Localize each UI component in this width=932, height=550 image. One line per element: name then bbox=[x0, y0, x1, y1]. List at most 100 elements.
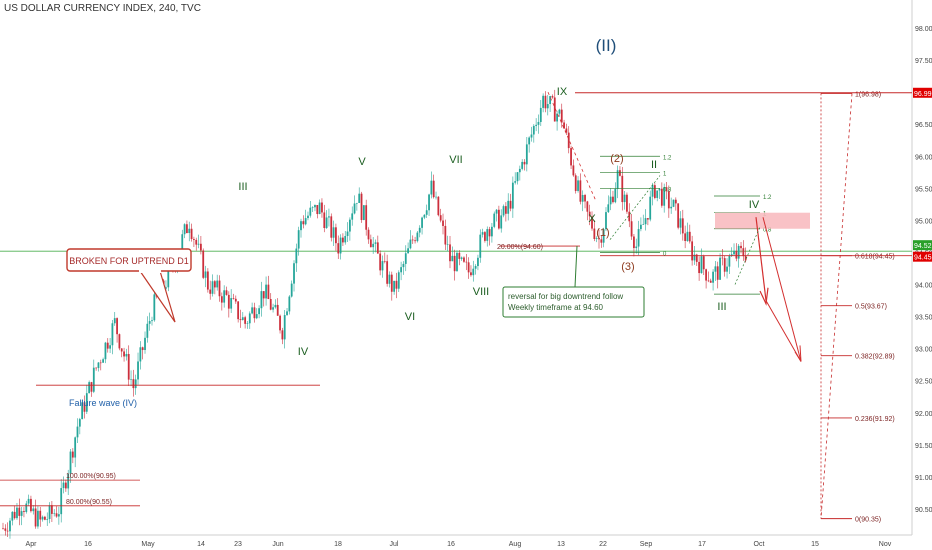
candle-body bbox=[139, 347, 142, 362]
candle-body bbox=[635, 246, 638, 249]
small-fib-label: 1.2 bbox=[663, 155, 672, 161]
candle-body bbox=[707, 280, 710, 282]
candle-body bbox=[623, 194, 626, 203]
wave-label: VI bbox=[405, 311, 415, 323]
candle-body bbox=[123, 351, 125, 357]
price-tag bbox=[913, 251, 932, 262]
candle-body bbox=[237, 301, 240, 320]
candle-body bbox=[532, 125, 535, 135]
candle-body bbox=[588, 211, 591, 217]
price-tag-label: 94.52 bbox=[914, 243, 932, 250]
x-tick-label: 16 bbox=[447, 541, 455, 548]
candle-body bbox=[467, 262, 470, 273]
price-tag-label: 96.99 bbox=[914, 91, 932, 98]
candle-body bbox=[153, 294, 156, 321]
wave-label: IX bbox=[557, 86, 568, 98]
candle-body bbox=[507, 200, 510, 214]
candle-body bbox=[570, 148, 572, 166]
candle-body bbox=[409, 239, 412, 249]
candle-body bbox=[435, 196, 437, 198]
candle-body bbox=[679, 218, 682, 228]
candle-body bbox=[651, 185, 654, 197]
candle-body bbox=[111, 323, 114, 346]
candle-body bbox=[190, 228, 193, 239]
candle-body bbox=[700, 256, 703, 274]
candle-body bbox=[430, 180, 433, 195]
candle-body bbox=[134, 379, 137, 389]
candle-body bbox=[81, 402, 84, 420]
candle-body bbox=[104, 342, 107, 360]
candle-body bbox=[484, 232, 486, 241]
x-tick-label: 22 bbox=[599, 541, 607, 548]
candle-body bbox=[418, 227, 421, 233]
candle-body bbox=[39, 510, 42, 520]
candle-body bbox=[227, 294, 230, 309]
candle-body bbox=[705, 269, 707, 281]
candle-body bbox=[681, 218, 684, 234]
candle-body bbox=[523, 161, 526, 165]
candle-body bbox=[691, 241, 694, 261]
y-tick-label: 92.00 bbox=[915, 411, 932, 418]
wave-label: VII bbox=[449, 154, 462, 166]
x-tick-label: Aug bbox=[509, 541, 522, 548]
candle-body bbox=[48, 505, 51, 519]
y-tick-label: 90.50 bbox=[915, 507, 932, 514]
candle-body bbox=[730, 254, 733, 256]
candle-body bbox=[223, 290, 226, 303]
projection-arrow-3 bbox=[762, 217, 802, 362]
candle-body bbox=[76, 426, 79, 438]
target-zone bbox=[715, 212, 810, 229]
candle-body bbox=[67, 473, 70, 489]
candle-body bbox=[530, 134, 533, 138]
failure-wave-label: Fallure wave (IV) bbox=[69, 398, 137, 408]
candle-body bbox=[16, 507, 18, 519]
candle-body bbox=[504, 206, 507, 214]
candle-body bbox=[286, 311, 288, 316]
candle-body bbox=[516, 172, 519, 182]
candle-body bbox=[686, 231, 689, 241]
candle-body bbox=[118, 334, 121, 349]
wave-label: (3) bbox=[621, 261, 634, 273]
candle-body bbox=[165, 287, 167, 289]
candle-body bbox=[316, 205, 319, 215]
candle-body bbox=[348, 219, 351, 232]
candle-body bbox=[463, 257, 465, 262]
y-tick-label: 95.50 bbox=[915, 186, 932, 193]
candle-body bbox=[646, 218, 649, 220]
fib-level-label: 1(96.98) bbox=[855, 91, 881, 98]
candle-body bbox=[397, 272, 400, 289]
x-tick-label: Sep bbox=[640, 541, 653, 548]
candle-body bbox=[241, 317, 244, 321]
candle-body bbox=[193, 238, 195, 240]
candle-body bbox=[113, 318, 116, 324]
x-tick-label: Jun bbox=[272, 541, 283, 548]
candle-body bbox=[388, 274, 391, 284]
candle-body bbox=[493, 213, 496, 227]
candle-body bbox=[407, 248, 409, 254]
candle-body bbox=[702, 256, 705, 270]
candle-body bbox=[591, 216, 593, 229]
candle-body bbox=[584, 195, 586, 202]
candle-body bbox=[262, 291, 265, 299]
candle-body bbox=[665, 187, 668, 192]
candle-body bbox=[202, 250, 205, 278]
candle-body bbox=[558, 109, 561, 114]
candle-body bbox=[549, 96, 552, 105]
callout-text: BROKEN FOR UPTREND D1 bbox=[69, 256, 189, 266]
candle-body bbox=[167, 267, 170, 288]
candle-body bbox=[69, 451, 72, 474]
candle-body bbox=[309, 207, 312, 216]
x-tick-label: 16 bbox=[84, 541, 92, 548]
wave-label: II bbox=[651, 159, 657, 171]
candle-body bbox=[574, 175, 577, 191]
candle-body bbox=[251, 307, 254, 314]
candle-body bbox=[432, 180, 435, 198]
candle-body bbox=[148, 321, 151, 324]
candle-body bbox=[458, 252, 461, 259]
candle-body bbox=[376, 242, 379, 254]
candle-body bbox=[34, 508, 37, 527]
candle-body bbox=[663, 187, 666, 206]
candle-body bbox=[477, 257, 479, 267]
candle-body bbox=[497, 209, 500, 229]
